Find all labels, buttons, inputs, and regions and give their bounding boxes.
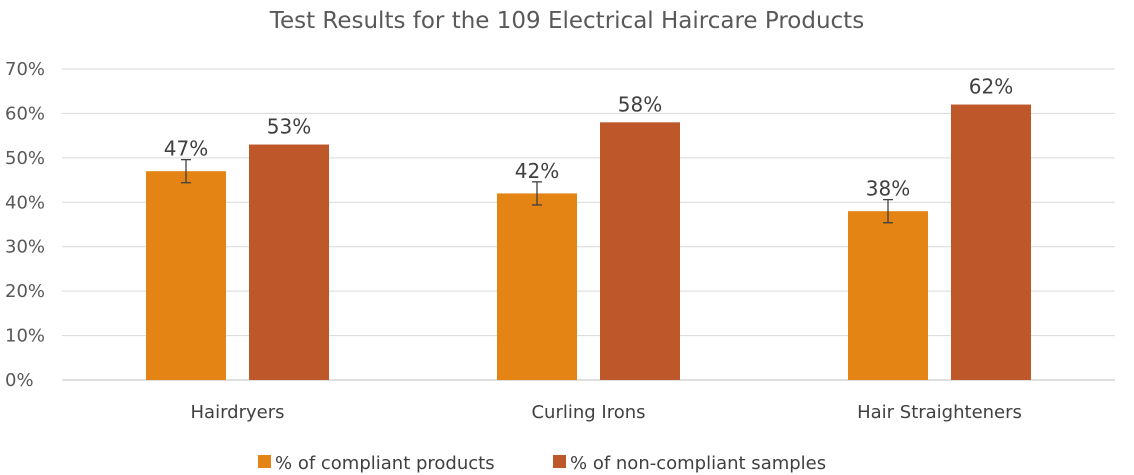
legend-label: % of non-compliant samples <box>570 453 826 474</box>
y-axis: 0% 10% 20% 30% 40% 50% 60% 70% <box>5 59 45 391</box>
bar <box>951 104 1031 381</box>
data-label: 53% <box>267 115 311 139</box>
x-axis: Hairdryers Curling Irons Hair Straightener… <box>191 402 1022 423</box>
y-tick-label: 70% <box>5 59 45 80</box>
data-label: 38% <box>866 177 910 201</box>
legend: % of compliant products % of non-complian… <box>258 453 826 474</box>
error-bars <box>181 158 893 224</box>
data-labels: 47% 53% 42% 58% 38% 62% <box>164 75 1013 201</box>
chart-title: Test Results for the 109 Electrical Hair… <box>269 8 864 34</box>
bar <box>497 193 577 380</box>
x-tick-label: Curling Irons <box>531 402 645 423</box>
gridlines <box>62 68 1115 381</box>
bar <box>249 144 329 380</box>
data-label: 62% <box>969 75 1013 99</box>
legend-label: % of compliant products <box>275 453 495 474</box>
x-tick-label: Hairdryers <box>191 402 285 423</box>
x-tick-label: Hair Straighteners <box>857 402 1022 423</box>
data-label: 42% <box>515 159 559 183</box>
data-label: 47% <box>164 137 208 161</box>
y-tick-label: 20% <box>5 281 45 302</box>
data-label: 58% <box>618 92 662 116</box>
legend-swatch <box>553 455 566 468</box>
y-tick-label: 10% <box>5 326 45 347</box>
bar <box>600 122 680 381</box>
y-tick-label: 30% <box>5 237 45 258</box>
bar <box>146 171 226 380</box>
y-tick-label: 40% <box>5 192 45 213</box>
bar <box>848 211 928 380</box>
y-tick-label: 50% <box>5 148 45 169</box>
legend-swatch <box>258 455 271 468</box>
bars <box>146 104 1031 381</box>
y-tick-label: 0% <box>5 370 34 391</box>
y-tick-label: 60% <box>5 103 45 124</box>
